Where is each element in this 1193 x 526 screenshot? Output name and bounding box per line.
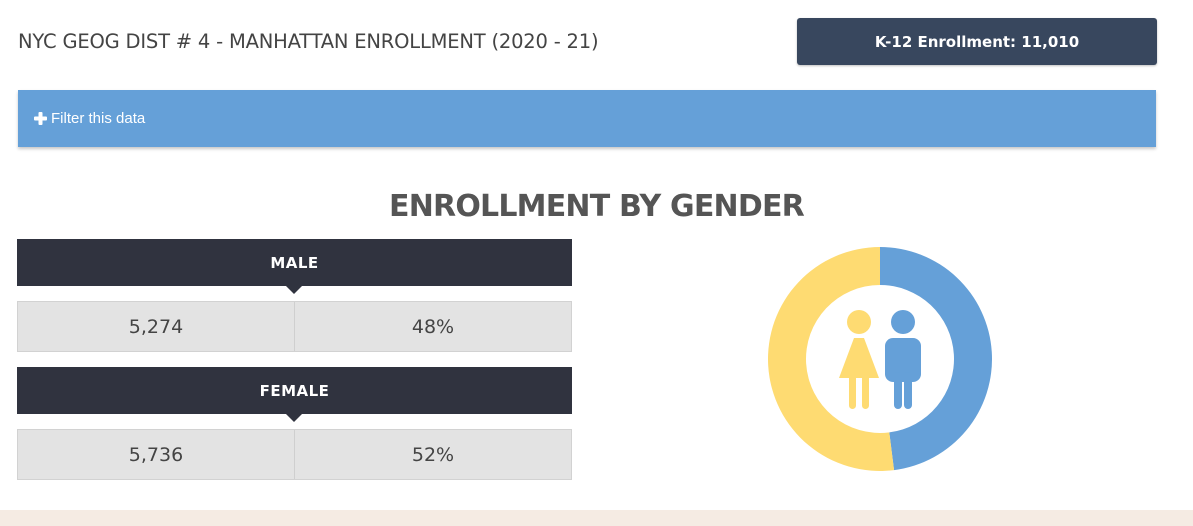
male-figure-icon xyxy=(885,310,921,409)
footer-band xyxy=(0,510,1193,526)
page-title: NYC GEOG DIST # 4 - MANHATTAN ENROLLMENT… xyxy=(18,30,599,53)
male-row: 5,274 48% xyxy=(17,301,572,352)
donut-slice-female xyxy=(768,247,895,471)
female-count: 5,736 xyxy=(128,443,184,466)
filter-label: Filter this data xyxy=(51,110,146,127)
male-header: MALE xyxy=(17,239,572,294)
female-header-pointer xyxy=(286,414,302,422)
female-figure-icon xyxy=(839,310,879,409)
female-label: FEMALE xyxy=(259,381,330,400)
male-header-pointer xyxy=(286,286,302,294)
plus-icon xyxy=(34,112,47,125)
filter-toggle[interactable]: Filter this data xyxy=(18,90,1156,147)
donut-slice-male xyxy=(880,247,992,471)
male-label: MALE xyxy=(270,253,319,272)
female-row: 5,736 52% xyxy=(17,429,572,480)
female-percent: 52% xyxy=(294,430,571,479)
enrollment-badge: K-12 Enrollment: 11,010 xyxy=(797,18,1157,65)
section-title: ENROLLMENT BY GENDER xyxy=(389,189,805,224)
male-percent: 48% xyxy=(294,302,571,351)
female-header: FEMALE xyxy=(17,367,572,422)
male-count: 5,274 xyxy=(128,315,184,338)
gender-donut-chart xyxy=(768,247,992,471)
